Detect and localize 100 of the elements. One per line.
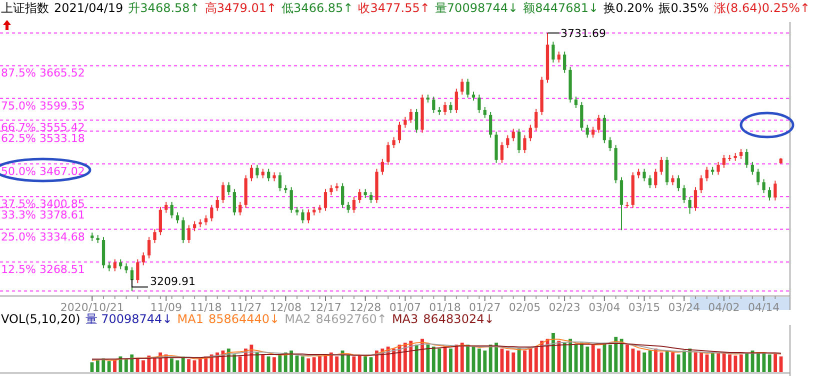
annotation: 3731.69 [560,27,606,40]
bar [142,360,145,372]
bar [364,356,368,372]
bar [340,350,344,372]
bar [449,348,452,372]
candlestick [517,128,521,154]
bar [552,333,555,372]
text: 低3466.85↑ [282,1,354,15]
bar [694,352,698,372]
x-tick-label: 11/27 [230,301,262,314]
candlestick [306,208,310,224]
text: 高3479.01↑ [204,1,277,15]
text: 涨(8.64)0.25%↑ [714,1,810,15]
candlestick [278,172,282,192]
candlestick [124,262,128,274]
candlestick [586,124,589,138]
bar [432,346,436,372]
bar [278,354,282,372]
x-tick-label: 11/09 [150,301,182,314]
candlestick [256,164,259,179]
bar [113,360,116,372]
candlestick [398,121,402,144]
candlestick [700,174,703,194]
ref-line-label: 50.0% 3467.02 [1,164,85,178]
bar [762,353,766,372]
x-tick-label: 03/15 [628,301,660,314]
candlestick [580,102,584,132]
bar [512,352,516,372]
bar [688,348,692,372]
candlestick [392,136,396,149]
x-tick-label: 03/24 [668,301,700,314]
candlestick [756,168,760,186]
bar [608,344,612,372]
x-tick-label: 03/04 [588,301,620,314]
candlestick [454,88,458,114]
candlestick [352,196,356,214]
text: MA2 [284,312,311,326]
text: 2021/04/19 [54,1,124,15]
candlestick [489,111,492,138]
bar [523,350,526,372]
candlestick [534,108,538,132]
bar [375,350,378,372]
x-tick-label: 02/23 [548,301,580,314]
candlestick [330,184,333,196]
candlestick [210,204,214,222]
bar [261,354,265,372]
candlestick [500,142,504,164]
bar [300,356,304,372]
bar [478,348,481,372]
candlestick [671,174,674,186]
bar [255,352,259,372]
candlestick [404,116,407,128]
bar [124,360,128,372]
text: 换0.20% [604,1,654,15]
bar [312,357,316,372]
x-tick-label: 12/08 [270,301,302,314]
ref-line-label: 33.3% 3378.61 [1,208,85,222]
x-tick-label: 01/18 [429,301,461,314]
bar [626,344,629,372]
bar [586,346,590,372]
bar [546,338,550,372]
text: 86483024↓ [423,312,494,326]
bar [107,361,111,372]
candlestick [478,94,481,114]
text: 量 70098744↓ [85,312,172,326]
candlestick [676,174,680,192]
bar [756,352,760,372]
candlestick [193,220,196,232]
bar [358,356,362,372]
candlestick [432,96,436,114]
bar [96,360,100,372]
candlestick [232,188,236,216]
bar [534,346,538,372]
candlestick [694,186,698,212]
candlestick [745,148,748,168]
ref-line-label: 25.0% 3334.68 [1,230,85,244]
ref-line-label: 62.5% 3533.18 [1,132,85,146]
bar [774,352,778,372]
bar [620,338,624,372]
text: 收3477.55↑ [358,1,430,15]
bar [198,358,202,372]
bar [272,357,276,372]
bar [540,340,544,372]
bar [176,360,180,372]
ref-line-label: 37.5% 3400.85 [1,198,85,211]
bar [768,354,772,372]
text: 额8447681↓ [523,1,599,15]
candlestick [642,168,646,182]
bar [414,344,418,372]
candlestick [460,78,464,96]
candlestick [608,136,612,152]
candlestick [512,128,515,142]
bar [750,350,754,372]
bar [488,344,492,372]
candlestick [739,148,743,160]
x-tick-label: 01/07 [389,301,422,314]
bar [642,352,646,372]
chart-title: VOL(5,10,20) [1,312,80,326]
bar [506,350,510,372]
candlestick [153,228,156,244]
